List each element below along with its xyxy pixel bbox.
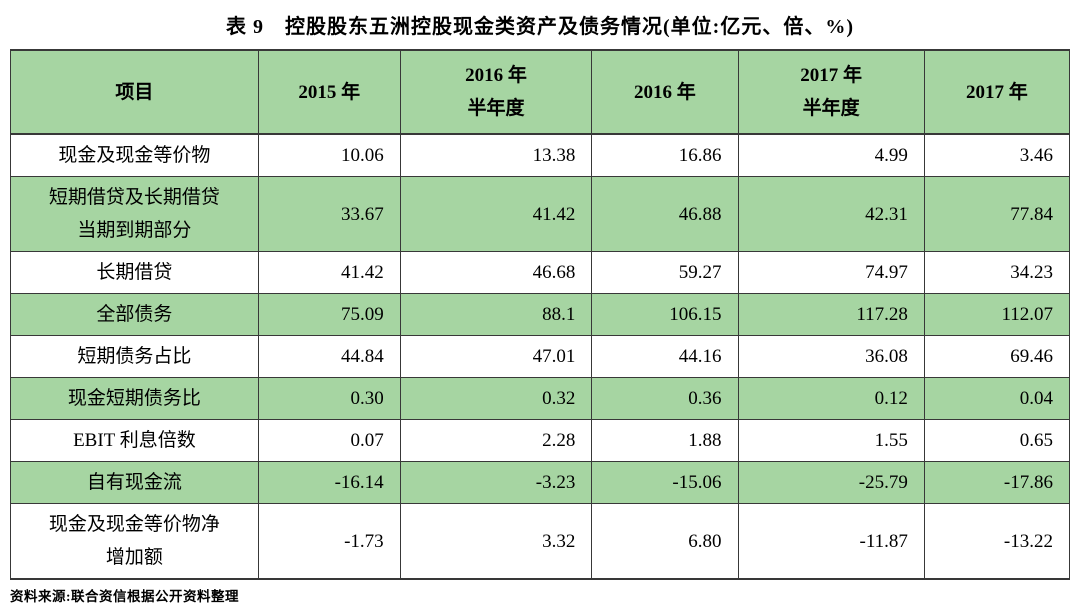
row-label: 自有现金流 bbox=[10, 461, 259, 504]
cell-value: 0.30 bbox=[257, 377, 401, 420]
cell-value: 4.99 bbox=[737, 133, 925, 177]
cell-value: -1.73 bbox=[257, 503, 401, 580]
column-header: 2015 年 bbox=[257, 49, 401, 135]
cell-value: 75.09 bbox=[257, 293, 401, 336]
source-note: 资料来源:联合资信根据公开资料整理 bbox=[10, 589, 239, 604]
cell-value: -11.87 bbox=[737, 503, 925, 580]
table-row: 现金短期债务比 0.30 0.32 0.36 0.12 0.04 bbox=[10, 377, 1071, 420]
table-row: 现金及现金等价物净 增加额 -1.73 3.32 6.80 -11.87 -13.22 bbox=[10, 503, 1071, 580]
cell-value: 0.04 bbox=[923, 377, 1071, 420]
cell-value: 44.16 bbox=[591, 335, 739, 378]
column-header: 2017 年 bbox=[923, 49, 1071, 135]
column-header: 项目 bbox=[10, 49, 259, 135]
column-header: 2016 年 bbox=[591, 49, 739, 135]
cell-value: 2.28 bbox=[399, 419, 593, 462]
cell-value: 44.84 bbox=[257, 335, 401, 378]
table-row: EBIT 利息倍数 0.07 2.28 1.88 1.55 0.65 bbox=[10, 419, 1071, 462]
column-header: 2016 年 半年度 bbox=[399, 49, 593, 135]
cell-value: 1.55 bbox=[737, 419, 925, 462]
cell-value: 47.01 bbox=[399, 335, 593, 378]
cell-value: 10.06 bbox=[257, 133, 401, 177]
row-label: 全部债务 bbox=[10, 293, 259, 336]
row-label: 短期债务占比 bbox=[10, 335, 259, 378]
table-row: 现金及现金等价物 10.06 13.38 16.86 4.99 3.46 bbox=[10, 133, 1071, 177]
cell-value: 3.46 bbox=[923, 133, 1071, 177]
table-title: 表 9 控股股东五洲控股现金类资产及债务情况(单位:亿元、倍、%) bbox=[226, 16, 854, 38]
cell-value: 13.38 bbox=[399, 133, 593, 177]
financial-table: 项目 2015 年 2016 年 半年度 2016 年 2017 年 半年度 2017 年… bbox=[10, 49, 1071, 580]
cell-value: 88.1 bbox=[399, 293, 593, 336]
cell-value: 0.07 bbox=[257, 419, 401, 462]
cell-value: 74.97 bbox=[737, 251, 925, 294]
row-label: 现金及现金等价物净 增加额 bbox=[10, 503, 259, 580]
cell-value: -25.79 bbox=[737, 461, 925, 504]
cell-value: 69.46 bbox=[923, 335, 1071, 378]
cell-value: 6.80 bbox=[591, 503, 739, 580]
cell-value: 0.65 bbox=[923, 419, 1071, 462]
cell-value: 3.32 bbox=[399, 503, 593, 580]
header-row: 项目 2015 年 2016 年 半年度 2016 年 2017 年 半年度 2017 年 bbox=[10, 49, 1071, 135]
row-label: 现金及现金等价物 bbox=[10, 133, 259, 177]
table-body: 现金及现金等价物 10.06 13.38 16.86 4.99 3.46 短期借贷及长期借贷… bbox=[10, 133, 1071, 580]
table-row: 短期借贷及长期借贷 当期到期部分 33.67 41.42 46.88 42.31 77.8… bbox=[10, 176, 1071, 252]
cell-value: 16.86 bbox=[591, 133, 739, 177]
table-row: 短期债务占比 44.84 47.01 44.16 36.08 69.46 bbox=[10, 335, 1071, 378]
cell-value: 59.27 bbox=[591, 251, 739, 294]
cell-value: 0.32 bbox=[399, 377, 593, 420]
cell-value: 0.36 bbox=[591, 377, 739, 420]
row-label: 短期借贷及长期借贷 当期到期部分 bbox=[10, 176, 259, 252]
row-label: EBIT 利息倍数 bbox=[10, 419, 259, 462]
row-label: 长期借贷 bbox=[10, 251, 259, 294]
cell-value: 1.88 bbox=[591, 419, 739, 462]
cell-value: -3.23 bbox=[399, 461, 593, 504]
cell-value: 0.12 bbox=[737, 377, 925, 420]
cell-value: 33.67 bbox=[257, 176, 401, 252]
row-label: 现金短期债务比 bbox=[10, 377, 259, 420]
cell-value: 36.08 bbox=[737, 335, 925, 378]
cell-value: -15.06 bbox=[591, 461, 739, 504]
cell-value: 46.88 bbox=[591, 176, 739, 252]
cell-value: 117.28 bbox=[737, 293, 925, 336]
cell-value: -17.86 bbox=[923, 461, 1071, 504]
column-header: 2017 年 半年度 bbox=[737, 49, 925, 135]
cell-value: 106.15 bbox=[591, 293, 739, 336]
cell-value: 112.07 bbox=[923, 293, 1071, 336]
cell-value: 46.68 bbox=[399, 251, 593, 294]
table-row: 长期借贷 41.42 46.68 59.27 74.97 34.23 bbox=[10, 251, 1071, 294]
cell-value: 42.31 bbox=[737, 176, 925, 252]
cell-value: 41.42 bbox=[257, 251, 401, 294]
cell-value: 41.42 bbox=[399, 176, 593, 252]
cell-value: 77.84 bbox=[923, 176, 1071, 252]
table-row: 自有现金流 -16.14 -3.23 -15.06 -25.79 -17.86 bbox=[10, 461, 1071, 504]
cell-value: 34.23 bbox=[923, 251, 1071, 294]
table-row: 全部债务 75.09 88.1 106.15 117.28 112.07 bbox=[10, 293, 1071, 336]
cell-value: -13.22 bbox=[923, 503, 1071, 580]
cell-value: -16.14 bbox=[257, 461, 401, 504]
